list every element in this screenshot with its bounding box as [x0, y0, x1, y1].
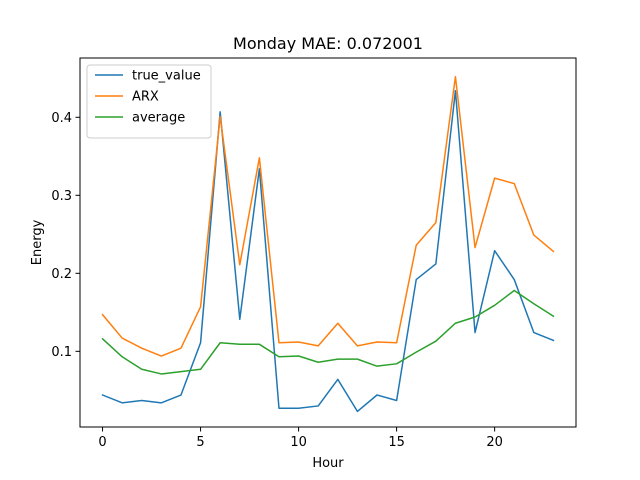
x-axis-ticks: 0 5 10 15 20: [98, 427, 503, 450]
x-tick-label: 15: [388, 435, 405, 450]
y-tick-label: 0.1: [51, 345, 72, 360]
x-tick-label: 5: [196, 435, 204, 450]
x-tick-label: 10: [290, 435, 307, 450]
y-axis-label: Energy: [30, 219, 45, 265]
series-line-true-value: [101, 90, 555, 413]
series-line-arx: [101, 75, 555, 357]
x-tick-label: 20: [486, 435, 503, 450]
chart-title: Monday MAE: 0.072001: [233, 34, 423, 53]
series-layer: [101, 75, 555, 413]
y-tick-label: 0.4: [51, 111, 72, 126]
plot-frame: [79, 57, 577, 428]
x-axis-label: Hour: [312, 456, 344, 471]
legend: true_value ARX average: [86, 64, 212, 139]
y-tick-label: 0.2: [51, 267, 72, 282]
x-tick-label: 0: [98, 435, 106, 450]
series-line-average: [101, 289, 555, 375]
legend-label: average: [132, 111, 185, 126]
legend-label: true_value: [132, 69, 201, 84]
y-tick-label: 0.3: [51, 189, 72, 204]
legend-label: ARX: [132, 90, 159, 105]
y-axis-ticks: 0.1 0.2 0.3 0.4: [51, 111, 80, 360]
legend-box: [86, 64, 212, 139]
